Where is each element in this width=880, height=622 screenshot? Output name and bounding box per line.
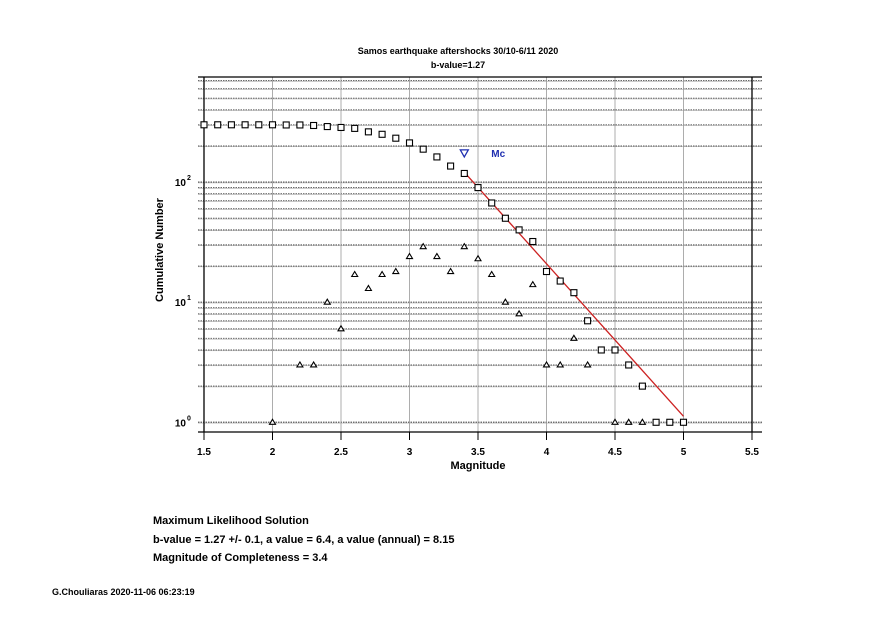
x-tick-label: 3 — [407, 447, 413, 458]
noncumulative-point — [638, 418, 647, 425]
noncumulative-point — [542, 360, 551, 368]
cumulative-point — [227, 121, 235, 129]
y-axis-label: Cumulative Number — [154, 197, 166, 302]
cumulative-point — [337, 123, 345, 132]
chart-subtitle: b-value=1.27 — [431, 60, 485, 70]
noncumulative-point — [323, 298, 332, 305]
noncumulative-point — [474, 254, 482, 262]
noncumulative-point — [528, 280, 537, 288]
x-tick-label: 5.5 — [745, 447, 759, 458]
cumulative-point — [460, 169, 468, 178]
cumulative-point — [405, 139, 414, 147]
noncumulative-point — [624, 418, 633, 425]
x-tick-label: 4.5 — [608, 447, 622, 458]
noncumulative-point — [487, 270, 496, 278]
noncumulative-point — [556, 360, 565, 368]
noncumulative-point — [569, 334, 578, 341]
cumulative-point — [433, 153, 441, 161]
noncumulative-point — [378, 270, 387, 278]
cumulative-point — [296, 121, 304, 129]
cumulative-point — [597, 346, 605, 354]
x-axis-label: Magnitude — [451, 460, 506, 472]
noncumulative-point — [405, 252, 414, 260]
noncumulative-point — [419, 242, 428, 250]
cumulative-point — [625, 361, 633, 369]
noncumulative-point — [515, 309, 524, 317]
x-tick-label: 2.5 — [334, 447, 348, 458]
cumulative-point — [447, 162, 455, 170]
cumulative-point — [351, 124, 359, 132]
y-tick-exponent: 0 — [187, 415, 191, 422]
noncumulative-point — [350, 270, 359, 278]
noncumulative-point — [460, 242, 469, 250]
x-tick-label: 2 — [270, 447, 276, 458]
cumulative-point — [419, 145, 427, 153]
chart-title: Samos earthquake aftershocks 30/10-6/11 … — [358, 46, 559, 56]
cumulative-point — [364, 128, 372, 136]
cumulative-point — [638, 382, 646, 390]
cumulative-point — [570, 289, 578, 297]
noncumulative-point — [337, 324, 345, 332]
cumulative-point — [241, 121, 249, 129]
cumulative-point — [584, 317, 592, 325]
noncumulative-point — [268, 418, 277, 425]
cumulative-point — [515, 226, 523, 234]
noncumulative-point — [391, 267, 400, 275]
solution-mc: Magnitude of Completeness = 3.4 — [153, 552, 328, 564]
noncumulative-point — [364, 284, 373, 292]
y-tick-exponent: 2 — [187, 175, 191, 182]
cumulative-point — [652, 418, 660, 426]
cumulative-point — [200, 121, 208, 129]
cumulative-point — [474, 184, 482, 192]
noncumulative-point — [309, 360, 318, 368]
cumulative-point — [666, 418, 674, 426]
cumulative-point — [611, 346, 619, 354]
cumulative-point — [392, 134, 400, 142]
cumulative-point — [378, 130, 386, 138]
x-tick-label: 5 — [681, 447, 687, 458]
cumulative-point — [529, 237, 537, 246]
cumulative-point — [679, 418, 688, 426]
solution-values: b-value = 1.27 +/- 0.1, a value = 6.4, a… — [153, 534, 455, 546]
x-tick-label: 4 — [544, 447, 550, 458]
cumulative-point — [282, 121, 290, 129]
noncumulative-point — [432, 252, 441, 260]
x-tick-label: 1.5 — [197, 447, 211, 458]
author-timestamp: G.Chouliaras 2020-11-06 06:23:19 — [52, 587, 195, 597]
cumulative-point — [255, 121, 263, 129]
cumulative-point — [310, 121, 318, 130]
y-tick-label: 10 — [175, 298, 187, 309]
cumulative-point — [214, 121, 222, 129]
noncumulative-point — [295, 360, 304, 368]
cumulative-point — [501, 214, 509, 222]
cumulative-point — [268, 121, 277, 129]
cumulative-point — [542, 267, 551, 276]
mc-marker-icon — [459, 149, 470, 159]
y-tick-label: 10 — [175, 178, 187, 189]
noncumulative-point — [583, 360, 592, 368]
mc-label: Mc — [491, 149, 505, 160]
y-tick-exponent: 1 — [187, 295, 191, 302]
cumulative-point — [323, 123, 331, 131]
noncumulative-point — [611, 418, 619, 425]
noncumulative-point — [446, 267, 455, 275]
cumulative-point — [488, 199, 496, 207]
cumulative-point — [556, 277, 564, 285]
noncumulative-point — [501, 298, 510, 305]
x-tick-label: 3.5 — [471, 447, 485, 458]
y-tick-label: 10 — [175, 418, 187, 429]
solution-heading: Maximum Likelihood Solution — [153, 515, 309, 527]
